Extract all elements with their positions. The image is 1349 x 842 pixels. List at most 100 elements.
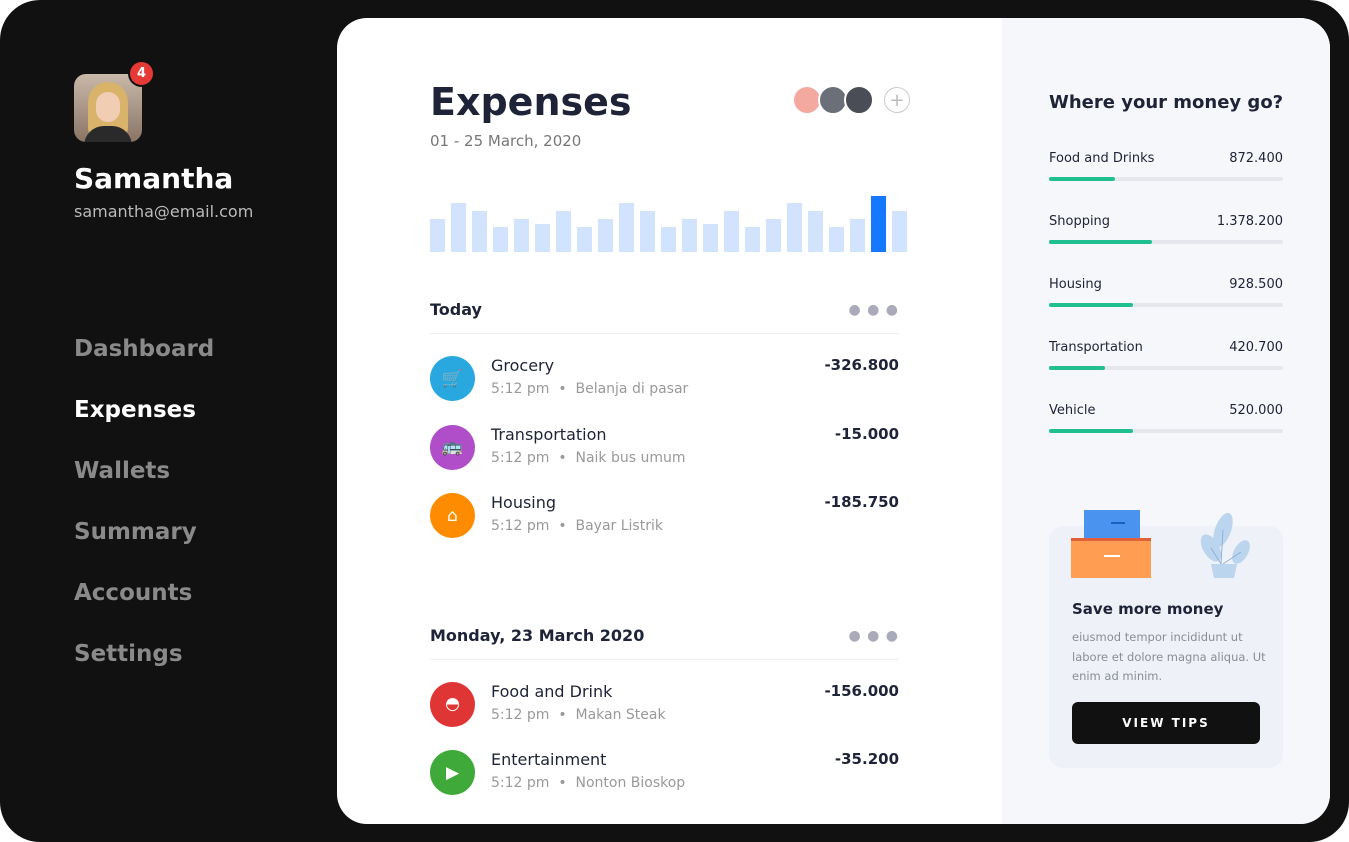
category-progress [1049, 303, 1283, 307]
category-progress [1049, 366, 1283, 370]
avatar[interactable] [792, 85, 822, 115]
chart-bar[interactable] [598, 219, 613, 252]
group-title: Today [430, 300, 482, 319]
expense-name: Entertainment [491, 750, 607, 769]
expense-item[interactable]: ▶ Entertainment 5:12 pm • Nonton Bioskop -3… [430, 750, 899, 800]
category-label: Vehicle [1049, 403, 1096, 418]
cart-icon: 🛒 [430, 356, 475, 401]
chart-bar[interactable] [829, 227, 844, 252]
avatar[interactable] [818, 85, 848, 115]
expense-name: Housing [491, 493, 557, 512]
category-row: Transportation 420.700 [1049, 340, 1283, 370]
expense-meta: 5:12 pm • Bayar Listrik [491, 518, 663, 534]
boxes-plant-illustration [1071, 510, 1250, 578]
category-value: 1.378.200 [1216, 214, 1283, 229]
chart-bar[interactable] [514, 219, 529, 252]
spending-panel: Where your money go? Food and Drinks 872.… [1002, 18, 1330, 824]
notification-badge: 4 [128, 60, 155, 87]
user-email: samantha@email.com [74, 202, 254, 221]
expense-time: 5:12 pm [491, 775, 550, 791]
chart-bar[interactable] [451, 203, 466, 252]
date-range: 01 - 25 March, 2020 [430, 132, 582, 150]
expense-item[interactable]: 🛒 Grocery 5:12 pm • Belanja di pasar -326.8… [430, 356, 899, 406]
category-value: 520.000 [1229, 403, 1283, 418]
expense-note: Bayar Listrik [575, 518, 663, 534]
expense-item[interactable]: 🚌 Transportation 5:12 pm • Naik bus umum -1… [430, 424, 899, 475]
sidebar-item-expenses[interactable]: Expenses [74, 397, 196, 423]
sidebar-item-accounts[interactable]: Accounts [74, 580, 193, 606]
user-name: Samantha [74, 162, 234, 195]
sidebar-item-wallets[interactable]: Wallets [74, 458, 171, 484]
chart-bar[interactable] [808, 211, 823, 252]
category-label: Housing [1049, 277, 1102, 292]
category-row: Food and Drinks 872.400 [1049, 151, 1283, 181]
more-options-icon[interactable]: ● ● ● [848, 302, 899, 318]
expense-item[interactable]: ◓ Food and Drink 5:12 pm • Makan Steak -156… [430, 681, 899, 732]
expense-time: 5:12 pm [491, 518, 550, 534]
chart-bar[interactable] [850, 219, 865, 252]
plus-icon[interactable]: + [884, 87, 910, 113]
chart-bar[interactable] [535, 224, 550, 252]
home-icon: ⌂ [430, 493, 475, 538]
chart-bar[interactable] [682, 219, 697, 252]
category-label: Food and Drinks [1049, 151, 1155, 166]
category-value: 872.400 [1229, 151, 1283, 166]
expense-meta: 5:12 pm • Belanja di pasar [491, 381, 689, 397]
group-title: Monday, 23 March 2020 [430, 625, 645, 645]
category-row: Vehicle 520.000 [1049, 403, 1283, 433]
category-progress [1049, 429, 1283, 433]
chart-bar[interactable] [787, 203, 802, 252]
card-title: Save more money [1072, 600, 1224, 618]
chart-bar[interactable] [871, 196, 886, 252]
expense-amount: -326.800 [824, 356, 899, 374]
avatar[interactable] [74, 74, 142, 142]
chart-bar[interactable] [703, 224, 718, 252]
main-panel: Expenses 01 - 25 March, 2020 + Today ● ● … [337, 18, 1330, 824]
spending-title: Where your money go? [1049, 92, 1284, 113]
chart-bar[interactable] [619, 203, 634, 252]
chart-bar[interactable] [430, 219, 445, 252]
chart-bar[interactable] [640, 211, 655, 252]
expense-amount: -15.000 [834, 424, 899, 443]
expense-amount: -156.000 [824, 681, 899, 700]
card-text: eiusmod tempor incididunt ut labore et d… [1072, 630, 1266, 683]
category-progress [1049, 177, 1283, 181]
category-progress [1049, 240, 1283, 244]
avatar[interactable] [844, 85, 874, 115]
more-options-icon[interactable]: ● ● ● [848, 627, 899, 644]
expense-time: 5:12 pm [491, 381, 550, 397]
category-label: Shopping [1049, 214, 1111, 229]
chart-bar[interactable] [745, 227, 760, 252]
category-value: 928.500 [1229, 277, 1283, 292]
chart-bar[interactable] [577, 227, 592, 252]
expense-name: Transportation [491, 424, 607, 444]
expense-meta: 5:12 pm • Naik bus umum [491, 449, 686, 466]
food-icon: ◓ [430, 681, 475, 727]
expense-item[interactable]: ⌂ Housing 5:12 pm • Bayar Listrik -185.750 [430, 493, 899, 543]
expense-meta: 5:12 pm • Nonton Bioskop [491, 775, 686, 791]
expense-bar-chart [430, 178, 910, 252]
save-money-card: Save more money eiusmod tempor incididun… [1049, 510, 1283, 768]
expense-amount: -185.750 [824, 493, 899, 511]
chart-bar[interactable] [472, 211, 487, 252]
chart-bar[interactable] [892, 211, 907, 252]
category-row: Housing 928.500 [1049, 277, 1283, 307]
bus-icon: 🚌 [430, 424, 475, 470]
expense-time: 5:12 pm [491, 449, 550, 466]
chart-bar[interactable] [661, 227, 676, 252]
category-row: Shopping 1.378.200 [1049, 214, 1283, 244]
chart-bar[interactable] [724, 211, 739, 252]
chart-bar[interactable] [493, 227, 508, 252]
expense-time: 5:12 pm [491, 706, 550, 723]
chart-bar[interactable] [766, 219, 781, 252]
expense-name: Food and Drink [491, 681, 613, 701]
day-group-header: Today ● ● ● [430, 300, 899, 334]
page-title: Expenses [430, 80, 632, 124]
sidebar-item-summary[interactable]: Summary [74, 519, 197, 545]
chart-bar[interactable] [556, 211, 571, 252]
sidebar-item-dashboard[interactable]: Dashboard [74, 336, 215, 362]
expense-note: Nonton Bioskop [575, 775, 686, 791]
view-tips-button[interactable]: VIEW TIPS [1072, 702, 1260, 744]
sidebar-item-settings[interactable]: Settings [74, 641, 183, 667]
